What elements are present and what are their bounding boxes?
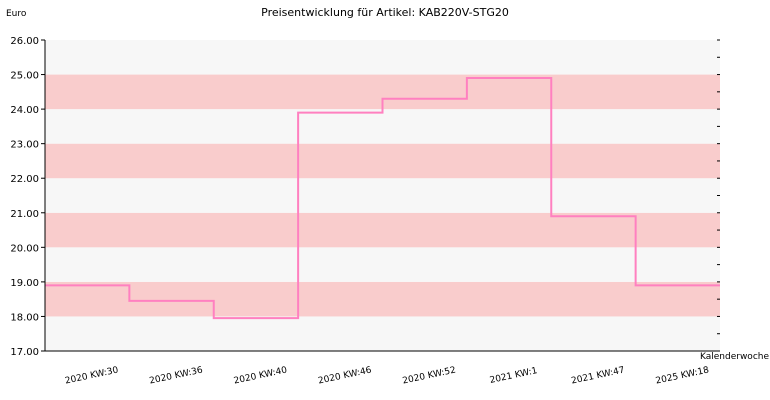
band-22-23	[45, 143, 720, 179]
y-tick-label: 20.00	[10, 243, 39, 254]
price-step-line	[45, 77, 720, 320]
y-tick-label: 18.00	[10, 312, 39, 323]
y-tick-label: 24.00	[10, 105, 39, 116]
x-tick-label: 2020 KW:46	[317, 365, 372, 386]
chart-title: Preisentwicklung für Artikel: KAB220V-ST…	[261, 6, 509, 19]
band-25-26	[45, 40, 720, 75]
band-17-18	[45, 316, 720, 351]
x-tick-label: 2020 KW:36	[149, 365, 204, 386]
plot-bands	[45, 40, 720, 351]
x-axis-label: Kalenderwoche	[700, 352, 769, 362]
x-tick-label: 2020 KW:52	[402, 366, 457, 387]
y-tick-label: 17.00	[10, 347, 39, 358]
y-tick-label: 23.00	[10, 140, 39, 151]
band-23-24	[45, 109, 720, 144]
y-tick-label: 25.00	[10, 71, 39, 82]
x-tick-label: 2020 KW:40	[233, 365, 288, 386]
x-tick-label: 2021 KW:47	[570, 366, 625, 387]
y-axis-label: Euro	[6, 9, 27, 19]
y-tick-label: 19.00	[10, 278, 39, 289]
right-minor-ticks	[717, 39, 720, 352]
x-tick-label: 2021 KW:1	[489, 366, 539, 386]
band-19-20	[45, 247, 720, 282]
x-tick-label: 2025 KW:18	[655, 365, 710, 386]
band-21-22	[45, 178, 720, 213]
y-tick-label: 26.00	[10, 36, 39, 47]
band-20-21	[45, 212, 720, 248]
price-series-line	[45, 77, 720, 320]
x-tick-labels: 2020 KW:30 2020 KW:36 2020 KW:40 2020 KW:46…	[64, 365, 710, 386]
x-tick-label: 2020 KW:30	[64, 365, 119, 386]
band-18-19	[45, 281, 720, 317]
y-tick-label: 21.00	[10, 209, 39, 220]
y-ticks: 17.00 18.00 19.00 20.00 21.00 22.00 23.00 24.00…	[10, 36, 45, 358]
y-tick-label: 22.00	[10, 174, 39, 185]
